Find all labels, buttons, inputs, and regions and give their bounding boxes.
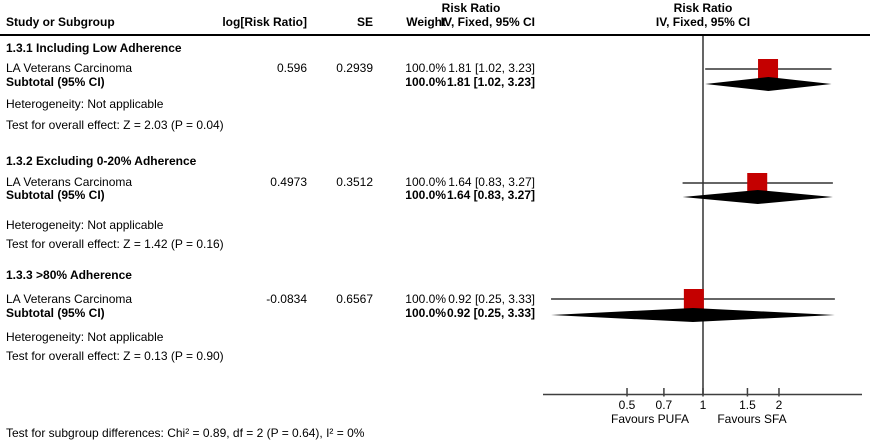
heterogeneity-note: Heterogeneity: Not applicable bbox=[6, 218, 164, 232]
subtotal-weight: 100.0% bbox=[405, 188, 446, 202]
subgroup-title: 1.3.3 >80% Adherence bbox=[6, 268, 132, 282]
subtotal-row: Subtotal (95% CI) 100.0% 1.64 [0.83, 3.2… bbox=[0, 189, 874, 202]
subtotal-label: Subtotal (95% CI) bbox=[6, 75, 105, 89]
subtotal-label: Subtotal (95% CI) bbox=[6, 188, 105, 202]
subtotal-ci: 0.92 [0.25, 3.33] bbox=[446, 306, 535, 320]
subtotal-row: Subtotal (95% CI) 100.0% 1.81 [1.02, 3.2… bbox=[0, 76, 874, 89]
study-log-rr: -0.0834 bbox=[266, 292, 307, 306]
subtotal-ci: 1.64 [0.83, 3.27] bbox=[446, 188, 535, 202]
col-header-study: Study or Subgroup bbox=[6, 15, 115, 29]
subtotal-row: Subtotal (95% CI) 100.0% 0.92 [0.25, 3.3… bbox=[0, 307, 874, 320]
overall-effect-note: Test for overall effect: Z = 0.13 (P = 0… bbox=[6, 349, 224, 363]
col-header-weight: Weight bbox=[406, 15, 446, 29]
plot-column-title: Risk Ratio bbox=[673, 1, 733, 15]
x-axis-tick-label: 0.7 bbox=[656, 398, 673, 412]
study-log-rr: 0.596 bbox=[276, 61, 307, 75]
subtotal-ci: 1.81 [1.02, 3.23] bbox=[446, 75, 535, 89]
x-axis-tick-label: 0.5 bbox=[619, 398, 636, 412]
plot-column-subtitle: IV, Fixed, 95% CI bbox=[655, 15, 751, 29]
heterogeneity-note: Heterogeneity: Not applicable bbox=[6, 330, 164, 344]
study-weight: 100.0% bbox=[405, 61, 446, 75]
heterogeneity-note: Heterogeneity: Not applicable bbox=[6, 97, 164, 111]
col-header-se: SE bbox=[356, 15, 373, 29]
study-weight: 100.0% bbox=[405, 292, 446, 306]
study-row: LA Veterans Carcinoma -0.0834 0.6567 100… bbox=[0, 293, 874, 306]
study-weight: 100.0% bbox=[405, 175, 446, 189]
study-se: 0.6567 bbox=[336, 292, 373, 306]
subgroup-differences-note: Test for subgroup differences: Chi² = 0.… bbox=[6, 426, 365, 440]
x-axis-label-left: Favours PUFA bbox=[610, 412, 690, 426]
study-name: LA Veterans Carcinoma bbox=[6, 292, 133, 306]
col-header-ci: IV, Fixed, 95% CI bbox=[440, 15, 535, 29]
x-axis-label-right: Favours SFA bbox=[717, 412, 787, 426]
study-ci: 1.81 [1.02, 3.23] bbox=[448, 61, 535, 75]
subgroup-title: 1.3.2 Excluding 0-20% Adherence bbox=[6, 154, 197, 168]
x-axis-tick-label: 2 bbox=[776, 398, 783, 412]
subtotal-label: Subtotal (95% CI) bbox=[6, 306, 105, 320]
subgroup-title: 1.3.1 Including Low Adherence bbox=[6, 41, 182, 55]
study-name: LA Veterans Carcinoma bbox=[6, 175, 133, 189]
study-log-rr: 0.4973 bbox=[270, 175, 307, 189]
study-ci: 0.92 [0.25, 3.33] bbox=[448, 292, 535, 306]
column-header-row: Study or Subgroup log[Risk Ratio] SE Wei… bbox=[0, 16, 874, 29]
subtotal-weight: 100.0% bbox=[405, 306, 446, 320]
col-header-log-risk-ratio: log[Risk Ratio] bbox=[222, 15, 307, 29]
header-divider bbox=[0, 34, 870, 36]
study-row: LA Veterans Carcinoma 0.4973 0.3512 100.… bbox=[0, 176, 874, 189]
study-ci: 1.64 [0.83, 3.27] bbox=[448, 175, 535, 189]
study-se: 0.2939 bbox=[336, 61, 373, 75]
overall-effect-note: Test for overall effect: Z = 2.03 (P = 0… bbox=[6, 118, 224, 132]
study-name: LA Veterans Carcinoma bbox=[6, 61, 133, 75]
subtotal-weight: 100.0% bbox=[405, 75, 446, 89]
x-axis-tick-label: 1 bbox=[700, 398, 707, 412]
x-axis-tick-label: 1.5 bbox=[739, 398, 756, 412]
effect-column-title: Risk Ratio bbox=[441, 1, 501, 15]
overall-effect-note: Test for overall effect: Z = 1.42 (P = 0… bbox=[6, 237, 224, 251]
study-row: LA Veterans Carcinoma 0.596 0.2939 100.0… bbox=[0, 62, 874, 75]
study-se: 0.3512 bbox=[336, 175, 373, 189]
